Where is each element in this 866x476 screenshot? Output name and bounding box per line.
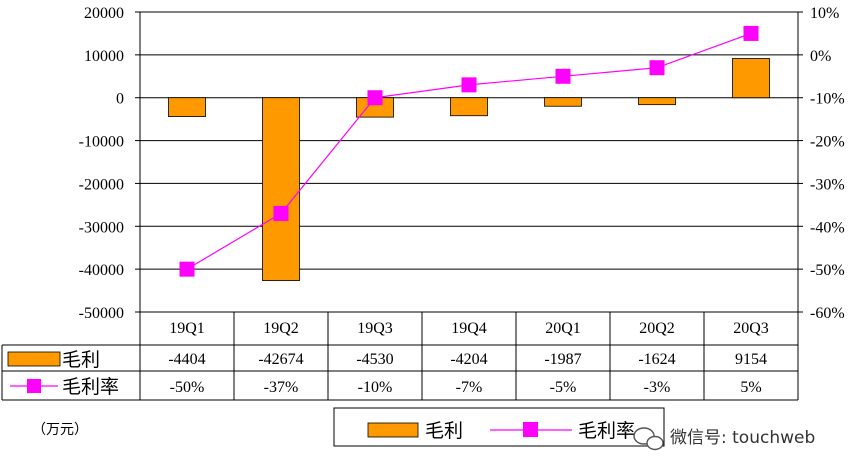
y-right-tick-label: 10% xyxy=(810,5,839,22)
data-label-gross-profit: -4404 xyxy=(168,351,205,368)
data-label-gross-margin: -5% xyxy=(550,379,577,396)
data-table: 19Q1 19Q2 19Q3 19Q4 20Q1 20Q2 20Q3 毛利 -4404 -4267… xyxy=(1,312,799,401)
y-right-tick-label: -50% xyxy=(810,262,845,279)
data-label-gross-margin: -37% xyxy=(264,379,299,396)
margin-point-19q3 xyxy=(367,90,383,106)
x-category-label: 19Q2 xyxy=(263,320,299,337)
bar-series-gross-profit xyxy=(168,58,770,282)
data-label-gross-margin: -10% xyxy=(358,379,393,396)
bar-19q1 xyxy=(168,97,206,117)
gridlines xyxy=(140,11,798,313)
y-left-tick-label: 20000 xyxy=(84,5,124,22)
margin-point-19q2 xyxy=(273,205,289,221)
data-label-gross-profit: 9154 xyxy=(735,351,767,368)
legend: 毛利 毛利率 xyxy=(333,407,665,447)
bar-20q1 xyxy=(544,97,582,107)
data-label-gross-profit: -42674 xyxy=(258,351,303,368)
y-right-tick-label: -10% xyxy=(810,91,845,108)
y-left-tick-label: -20000 xyxy=(79,176,124,193)
bar-20q3 xyxy=(732,58,770,99)
y-right-tick-label: -40% xyxy=(810,219,845,236)
bar-20q2 xyxy=(638,97,676,106)
data-label-gross-profit: -4204 xyxy=(450,351,487,368)
bar-19q2 xyxy=(262,97,300,282)
y-left-tick-label: -50000 xyxy=(79,305,124,322)
wechat-icon xyxy=(633,427,664,451)
table-bar-swatch xyxy=(7,351,61,367)
data-label-gross-margin: -50% xyxy=(170,379,205,396)
margin-point-20q1 xyxy=(555,68,571,84)
y-left-tick-label: -10000 xyxy=(79,134,124,151)
data-label-gross-profit: -1624 xyxy=(638,351,675,368)
data-label-gross-profit: -1987 xyxy=(544,351,581,368)
y-right-tick-label: 0% xyxy=(810,48,831,65)
x-category-label: 19Q3 xyxy=(357,320,393,337)
legend-bar-swatch xyxy=(367,422,419,438)
y-left-tick-label: 0 xyxy=(116,91,124,108)
legend-bar-label: 毛利 xyxy=(425,420,463,442)
data-label-gross-margin: -7% xyxy=(456,379,483,396)
y-axis-left-labels: 20000 10000 0 -10000 -20000 -30000 -40000 -5000… xyxy=(79,5,124,322)
margin-point-19q4 xyxy=(461,77,477,93)
y-left-tick-label: 10000 xyxy=(84,48,124,65)
watermark: 微信号: touchweb xyxy=(633,427,815,451)
x-category-label: 19Q1 xyxy=(169,320,205,337)
data-label-gross-margin: 5% xyxy=(740,379,761,396)
unit-label: （万元） xyxy=(32,422,88,438)
margin-point-19q1 xyxy=(179,261,195,277)
y-right-tick-label: -30% xyxy=(810,176,845,193)
bar-19q4 xyxy=(450,97,488,117)
margin-point-20q2 xyxy=(649,60,665,76)
data-label-gross-margin: -3% xyxy=(644,379,671,396)
y-right-tick-label: -20% xyxy=(810,134,845,151)
table-line-marker xyxy=(27,379,41,393)
x-category-label: 20Q3 xyxy=(733,320,769,337)
y-left-tick-label: -40000 xyxy=(79,262,124,279)
line-series-gross-margin xyxy=(179,25,759,277)
table-row-label-gross-profit: 毛利 xyxy=(62,349,100,371)
x-category-label: 20Q1 xyxy=(545,320,581,337)
watermark-text: 微信号: touchweb xyxy=(670,428,815,448)
y-axis-right-labels: 10% 0% -10% -20% -30% -40% -50% -60% xyxy=(810,5,845,322)
margin-point-20q3 xyxy=(743,25,759,41)
legend-line-marker xyxy=(523,422,538,437)
axes xyxy=(135,11,803,313)
data-label-gross-profit: -4530 xyxy=(356,351,393,368)
y-left-tick-label: -30000 xyxy=(79,219,124,236)
table-row-label-gross-margin: 毛利率 xyxy=(62,376,119,398)
x-category-label: 19Q4 xyxy=(451,320,487,337)
x-category-label: 20Q2 xyxy=(639,320,675,337)
y-right-tick-label: -60% xyxy=(810,305,845,322)
legend-line-label: 毛利率 xyxy=(578,420,635,442)
